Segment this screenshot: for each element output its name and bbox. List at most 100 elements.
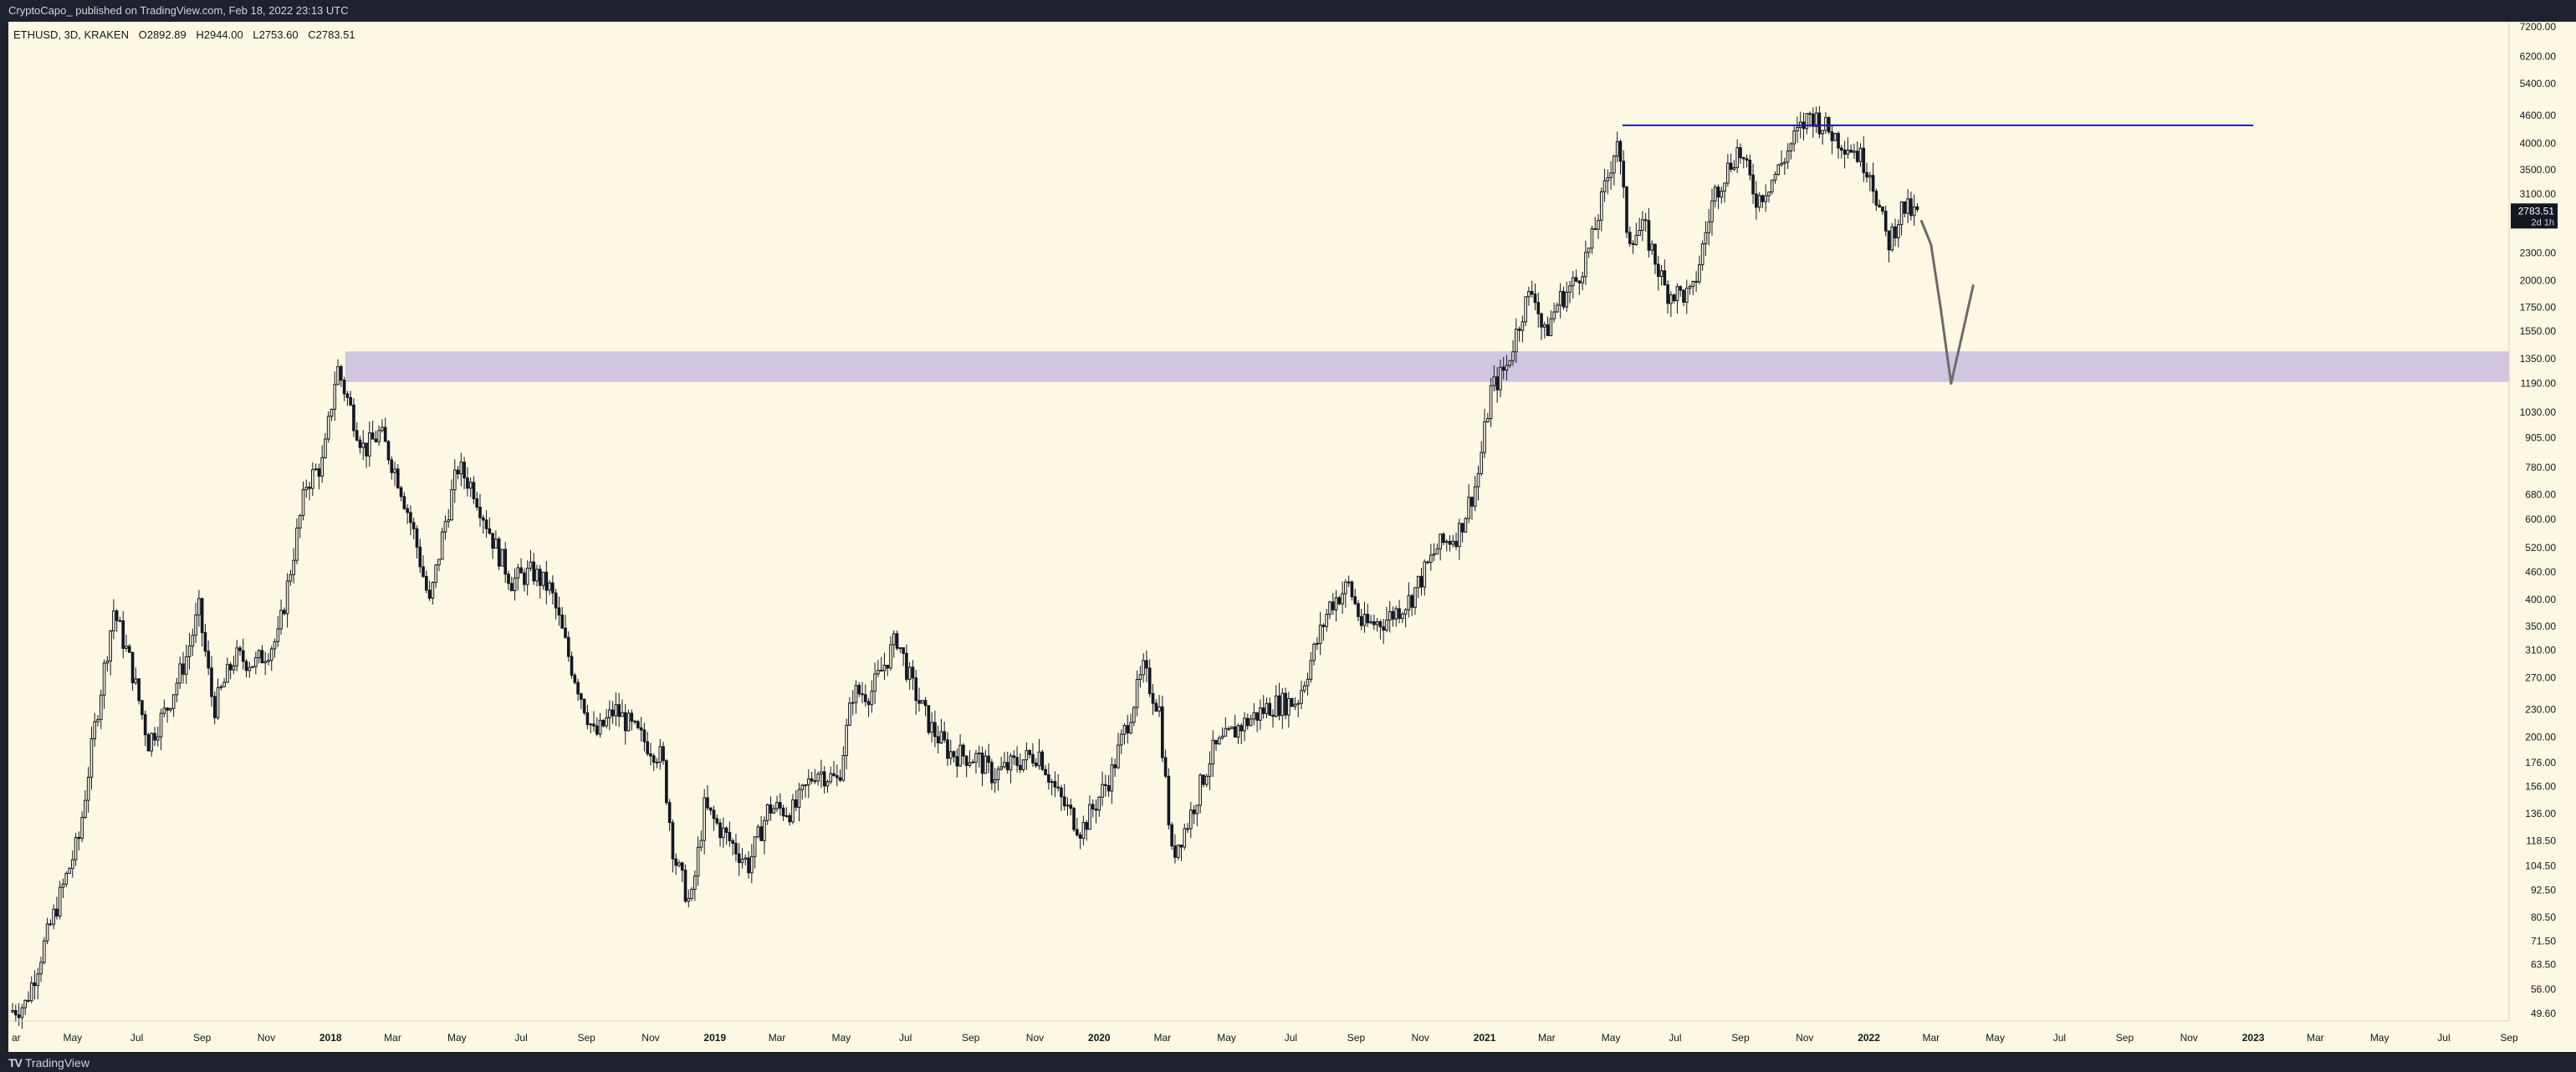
candle-520 (1653, 243, 1657, 274)
candle-98 (320, 445, 324, 483)
candle-358 (1142, 653, 1145, 683)
candle-body (276, 628, 280, 642)
candle-body (1776, 164, 1781, 175)
candle-body (1192, 809, 1196, 814)
candle-body (36, 973, 40, 987)
candle-248 (794, 789, 798, 812)
candle-body (33, 983, 37, 987)
candle-body (437, 559, 441, 566)
candle-body (1403, 609, 1408, 615)
candle-323 (1031, 743, 1035, 768)
candle-body (1663, 270, 1667, 286)
y-tick-label: 56.00 (2531, 983, 2556, 995)
candle-247 (791, 794, 795, 824)
candle-314 (1003, 752, 1006, 769)
candle-42 (143, 710, 147, 747)
candle-425 (1353, 589, 1357, 606)
candle-body (251, 666, 254, 668)
candle-body (513, 577, 517, 591)
candle-body (1682, 289, 1685, 303)
candle-body (156, 736, 160, 741)
candle-40 (137, 677, 141, 705)
candle-482 (1533, 283, 1537, 311)
candle-362 (1154, 699, 1158, 712)
candle-body (415, 528, 419, 548)
candle-100 (326, 411, 330, 443)
candle-45 (153, 727, 156, 747)
candle-body (917, 700, 921, 704)
candle-body (112, 610, 115, 631)
candle-105 (342, 376, 346, 401)
x-tick-label: Sep (577, 1032, 595, 1044)
candle-body (509, 583, 514, 591)
x-tick-label: Mar (1153, 1032, 1171, 1044)
candle-body (1050, 781, 1054, 784)
candle-body (1792, 130, 1796, 145)
x-tick-label: Nov (2180, 1032, 2198, 1044)
candle-430 (1369, 615, 1372, 625)
candle-body (1249, 718, 1253, 727)
candle-179 (576, 678, 580, 702)
candle-278 (889, 636, 892, 671)
candle-523 (1663, 259, 1667, 286)
candle-176 (566, 631, 570, 662)
candle-159 (513, 568, 517, 601)
x-tick-label: Nov (1412, 1032, 1429, 1044)
candle-body (468, 482, 473, 489)
candle-body (870, 691, 874, 706)
candle-body (1444, 540, 1449, 544)
candle-body (1003, 762, 1006, 768)
candle-39 (134, 667, 138, 686)
candle-body (1325, 614, 1329, 627)
candle-body (1874, 191, 1878, 206)
candle-102 (333, 371, 337, 421)
candle-164 (529, 549, 533, 572)
candle-483 (1536, 292, 1541, 328)
chart-area[interactable]: 7200.00 6200.00 5400.00 4600.00 4000.00 3500.… (8, 22, 2576, 1052)
candle-body (1382, 626, 1386, 631)
candle-133 (431, 580, 435, 605)
candle-body (1401, 613, 1404, 620)
candle-70 (232, 656, 236, 675)
candle-302 (964, 755, 969, 778)
candle-body (1915, 206, 1919, 210)
candle-393 (1252, 702, 1256, 726)
publish-header: CryptoCapo_ published on TradingView.com… (0, 0, 2576, 22)
candle-body (89, 738, 94, 778)
candle-487 (1549, 310, 1553, 337)
candle-body (1814, 112, 1818, 127)
price-chart[interactable]: 7200.00 6200.00 5400.00 4600.00 4000.00 3500.… (8, 22, 2576, 1052)
candle-3 (20, 1003, 24, 1029)
candle-16 (61, 878, 65, 899)
candle-67 (222, 677, 226, 687)
x-tick-label: ar (12, 1032, 21, 1044)
candle-559 (1776, 164, 1781, 176)
candle-body (1302, 685, 1306, 692)
candle-578 (1837, 131, 1840, 159)
candle-body (740, 858, 744, 864)
candle-body (744, 857, 748, 860)
candle-312 (996, 766, 1000, 791)
candle-141 (456, 466, 460, 480)
candle-body (1245, 717, 1250, 727)
candle-331 (1056, 773, 1060, 792)
candle-body (1350, 581, 1354, 598)
candle-body (1887, 230, 1891, 251)
candle-body (731, 840, 734, 844)
candle-body (1104, 784, 1107, 786)
candle-body (1770, 179, 1774, 193)
candle-535 (1700, 240, 1705, 271)
candle-38 (130, 651, 135, 691)
candle-311 (993, 768, 997, 794)
candle-48 (162, 699, 166, 717)
candle-body (1786, 151, 1790, 163)
candle-body (737, 853, 741, 864)
candle-405 (1290, 697, 1294, 707)
candle-140 (452, 459, 457, 503)
candle-body (902, 647, 905, 654)
candle-body (1542, 324, 1546, 328)
candle-body (993, 779, 997, 784)
tradingview-logo[interactable]: TV TradingView (8, 1056, 89, 1069)
candle-434 (1382, 619, 1386, 645)
candle-body (1485, 418, 1490, 422)
